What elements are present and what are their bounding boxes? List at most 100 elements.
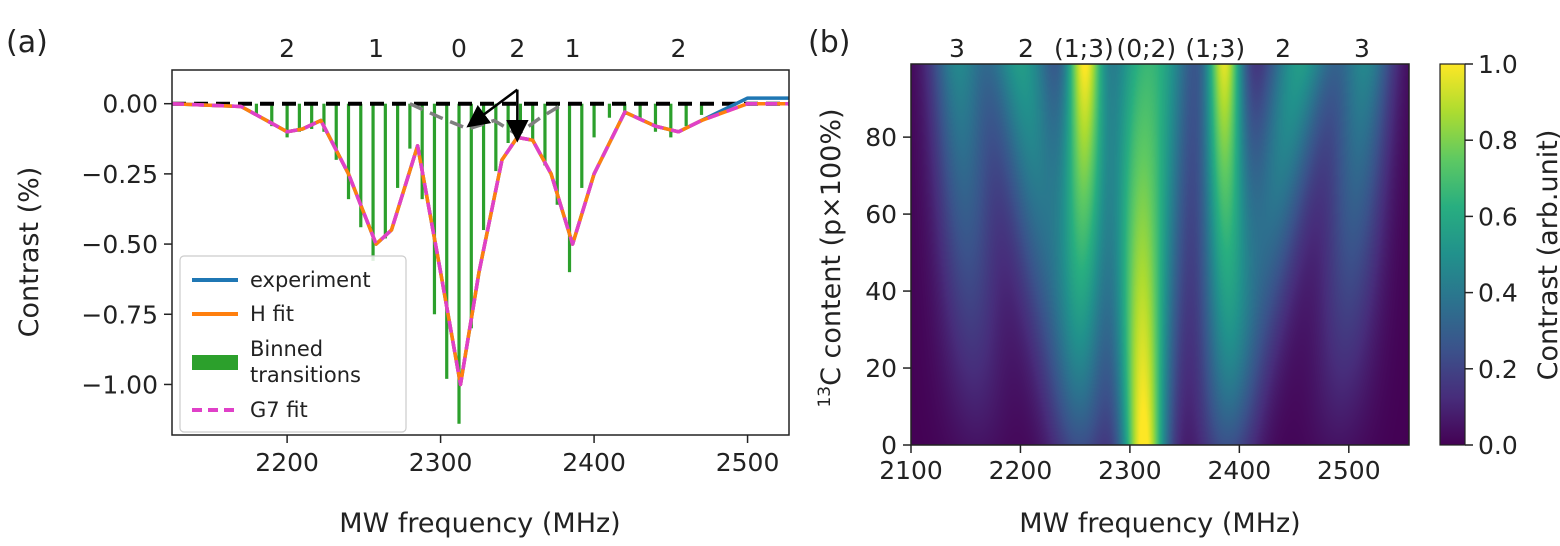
binned-transition-bar xyxy=(481,103,486,231)
panel-b-y-ticks: 0 20 40 60 80 xyxy=(865,123,911,460)
panel-b: (b) 2100 2200 2300 2400 2500 0 20 40 60 80 3 2 (1;… xyxy=(808,25,1560,539)
binned-transition-bar xyxy=(359,103,363,228)
binned-transition-bar xyxy=(607,103,612,118)
binned-transition-bar xyxy=(469,103,473,329)
legend-experiment-label: experiment xyxy=(250,268,371,292)
panel-a-xlabel: MW frequency (MHz) xyxy=(339,508,620,539)
top-spin-label: (1;3) xyxy=(1185,34,1245,63)
binned-transition-bar xyxy=(383,103,387,239)
legend-binned-swatch xyxy=(192,355,238,370)
top-order-label: 2 xyxy=(671,34,687,63)
binned-transition-bar xyxy=(623,103,627,115)
colorbar-tick-label: 0.2 xyxy=(1478,355,1518,384)
binned-transition-bar xyxy=(494,103,498,172)
binned-transition-bar xyxy=(310,103,314,129)
binned-transition-bar xyxy=(371,103,375,261)
colorbar-tick-label: 0.4 xyxy=(1478,279,1518,308)
colorbar: 0.0 0.2 0.4 0.6 0.8 1.0 Contrast (arb.unit) xyxy=(1439,50,1560,460)
panel-b-ylabel-main: C content (p×100%) xyxy=(816,108,847,385)
binned-transition-bar xyxy=(322,103,326,132)
binned-transitions-bars xyxy=(254,103,704,424)
panel-b-top-labels: 3 2 (1;3) (0;2) (1;3) 2 3 xyxy=(949,34,1370,63)
legend-box xyxy=(179,255,407,433)
y-tick-label: −1.00 xyxy=(81,370,158,399)
binned-transition-bar xyxy=(254,103,259,115)
y-tick-label: 60 xyxy=(865,200,897,229)
x-tick-label: 2100 xyxy=(879,456,943,485)
legend-binned-label-line1: Binned xyxy=(250,337,323,361)
binned-transition-bar xyxy=(543,103,547,166)
y-tick-label: −0.50 xyxy=(81,230,158,259)
binned-transition-bar xyxy=(396,103,400,188)
colorbar-tick-label: 1.0 xyxy=(1478,50,1518,79)
binned-transition-bar xyxy=(592,103,596,138)
top-spin-label: 3 xyxy=(1354,34,1370,63)
binned-transition-bar xyxy=(638,103,642,121)
panel-b-x-ticks: 2100 2200 2300 2400 2500 xyxy=(879,445,1381,485)
y-tick-label: 0 xyxy=(881,431,897,460)
binned-transition-bar xyxy=(580,103,584,188)
panel-b-ylabel: 13C content (p×100%) xyxy=(815,108,847,407)
gray-dashed-line xyxy=(409,102,565,137)
binned-transition-bar xyxy=(346,103,351,200)
x-tick-label: 2400 xyxy=(1208,456,1272,485)
legend-binned-label-line2: transitions xyxy=(250,363,361,387)
top-spin-label: 3 xyxy=(949,34,965,63)
panel-a-y-ticks: 0.00 −0.25 −0.50 −0.75 −1.00 xyxy=(81,90,172,399)
panel-a-label: (a) xyxy=(6,25,48,60)
binned-transition-bar xyxy=(518,103,523,132)
panel-a-top-labels: 2 1 0 2 1 2 xyxy=(279,34,686,63)
panel-b-xlabel: MW frequency (MHz) xyxy=(1019,508,1300,539)
panel-a-lines xyxy=(172,96,789,387)
binned-transition-bar xyxy=(669,103,673,138)
panel-b-ylabel-superscript: 13 xyxy=(815,386,835,408)
x-tick-label: 2300 xyxy=(1098,456,1162,485)
x-tick-label: 2200 xyxy=(255,448,319,477)
top-spin-label: 2 xyxy=(1018,34,1034,63)
annotation-arrow xyxy=(466,88,519,128)
binned-transition-bar xyxy=(270,103,274,127)
top-spin-label: (0;2) xyxy=(1116,34,1176,63)
panel-b-frame xyxy=(910,63,1410,446)
colorbar-label: Contrast (arb.unit) xyxy=(1533,130,1560,381)
top-order-label: 0 xyxy=(451,34,467,63)
binned-transition-bar xyxy=(699,103,704,115)
legend-g7-fit-label: G7 fit xyxy=(250,398,308,422)
top-spin-label: (1;3) xyxy=(1054,34,1114,63)
x-tick-label: 2300 xyxy=(409,448,473,477)
top-order-label: 2 xyxy=(509,34,525,63)
legend-h-fit-label: H fit xyxy=(250,302,294,326)
legend: experiment H fit Binned transitions G7 f… xyxy=(179,255,407,433)
top-order-label: 2 xyxy=(279,34,295,63)
y-tick-label: 0.00 xyxy=(102,90,158,119)
y-tick-label: 80 xyxy=(865,123,897,152)
panel-a-frame xyxy=(171,69,790,436)
binned-transition-bar xyxy=(297,103,301,132)
binned-transition-bar xyxy=(432,103,437,315)
y-tick-label: −0.75 xyxy=(81,300,158,329)
panel-a-ylabel: Contrast (%) xyxy=(14,167,45,338)
binned-transition-bar xyxy=(567,103,572,273)
heatmap-image xyxy=(911,64,1409,445)
binned-transition-bar xyxy=(285,103,289,138)
binned-transition-bar xyxy=(457,103,461,424)
panel-a-x-ticks: 2200 2300 2400 2500 xyxy=(255,435,779,477)
colorbar-gradient xyxy=(1439,63,1466,446)
binned-transition-bar xyxy=(506,103,510,143)
top-order-label: 1 xyxy=(565,34,581,63)
panel-b-label: (b) xyxy=(808,25,850,60)
colorbar-tick-label: 0.0 xyxy=(1478,431,1518,460)
binned-transition-bar xyxy=(445,103,449,379)
binned-transition-bar xyxy=(555,103,559,205)
x-tick-label: 2400 xyxy=(562,448,626,477)
binned-transition-bar xyxy=(684,103,688,127)
binned-transition-bar xyxy=(334,103,338,160)
panel-a: (a) 2200 2300 2400 2500 0.00 −0.25 −0.50 −0.75… xyxy=(6,25,790,539)
y-tick-label: −0.25 xyxy=(81,160,158,189)
g7-fit-series-line xyxy=(172,101,789,387)
colorbar-tick-label: 0.6 xyxy=(1478,202,1518,231)
x-tick-label: 2500 xyxy=(1317,456,1381,485)
y-tick-label: 40 xyxy=(865,277,897,306)
x-tick-label: 2200 xyxy=(989,456,1053,485)
